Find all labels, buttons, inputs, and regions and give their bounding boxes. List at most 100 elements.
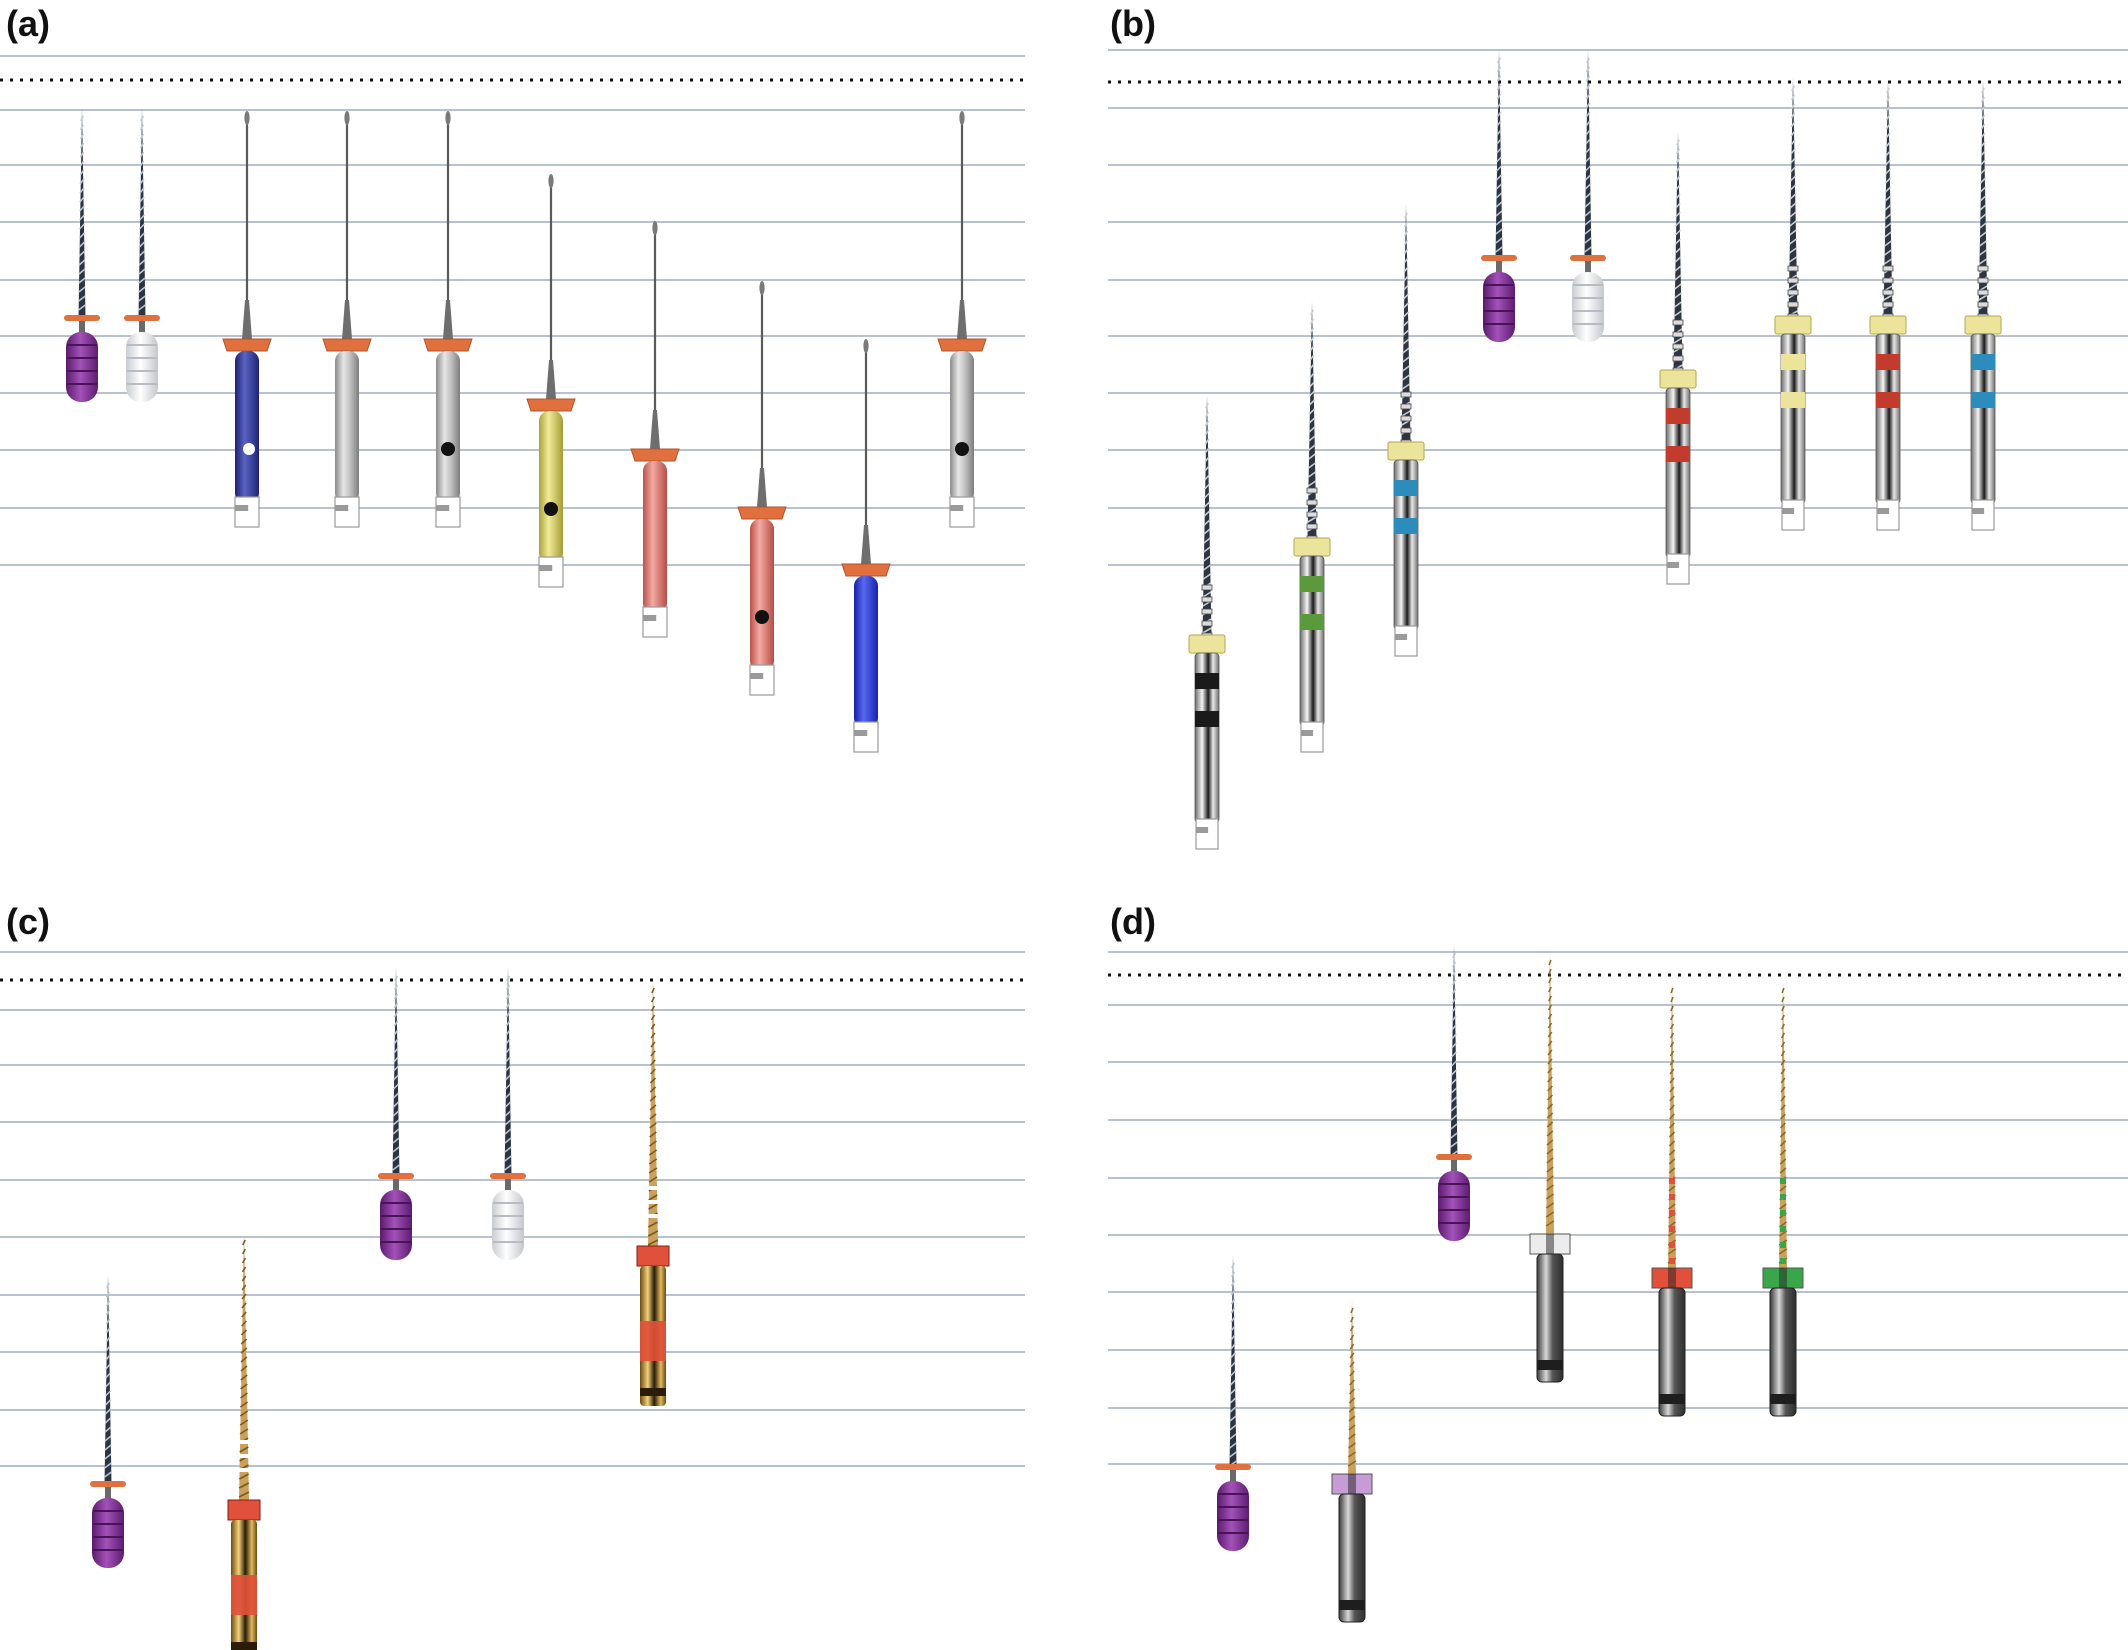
latch-notch bbox=[1196, 827, 1208, 833]
white-handle bbox=[492, 1190, 524, 1260]
engine-file-banded bbox=[1870, 80, 1906, 530]
blade-flute bbox=[1549, 987, 1551, 992]
latch-end bbox=[950, 497, 974, 527]
blade-flute bbox=[1232, 1272, 1234, 1277]
blade-flute bbox=[507, 985, 509, 990]
teal-color-band bbox=[1971, 392, 1995, 408]
purple-handle bbox=[1217, 1481, 1249, 1551]
silicone-ring bbox=[1189, 635, 1225, 653]
panel-label-b: (b) bbox=[1110, 3, 1156, 44]
blade-flute bbox=[1206, 412, 1209, 417]
file-neck bbox=[242, 300, 252, 339]
panel-a: (a) bbox=[0, 3, 1029, 752]
depth-mark bbox=[1883, 302, 1893, 307]
depth-mark bbox=[1401, 392, 1411, 397]
red-color-band bbox=[231, 1575, 257, 1615]
latch-notch bbox=[1770, 1394, 1796, 1404]
depth-mark bbox=[1202, 621, 1212, 626]
blade-flute bbox=[1671, 1024, 1674, 1029]
rubber-stopper bbox=[631, 449, 679, 461]
depth-mark bbox=[1788, 290, 1798, 295]
blade-flute bbox=[1671, 988, 1673, 993]
file-neck bbox=[105, 1487, 111, 1499]
ring-seam bbox=[1668, 1268, 1676, 1288]
engine-file-gold bbox=[637, 980, 669, 1406]
latch-end bbox=[854, 722, 878, 752]
latch-notch bbox=[436, 505, 449, 511]
rubber-stopper bbox=[1436, 1154, 1472, 1160]
latch-end bbox=[1301, 722, 1323, 752]
hand-file bbox=[490, 968, 526, 1260]
hand-file bbox=[1436, 945, 1472, 1241]
file-blade bbox=[505, 968, 512, 1176]
black-dot-marker bbox=[441, 442, 455, 456]
red-color-band bbox=[1876, 392, 1900, 408]
latch-end bbox=[1877, 500, 1899, 530]
blade-flute bbox=[1351, 1326, 1354, 1331]
latch-notch bbox=[539, 565, 552, 571]
rubber-stopper bbox=[490, 1173, 526, 1179]
panel-label-c: (c) bbox=[6, 901, 50, 942]
blade-flute bbox=[1549, 996, 1552, 1001]
depth-mark bbox=[1307, 488, 1317, 493]
blade-flute bbox=[1671, 1015, 1673, 1020]
rubber-stopper bbox=[90, 1481, 126, 1487]
latch-notch bbox=[950, 505, 963, 511]
panel-label-d: (d) bbox=[1110, 901, 1156, 942]
file-neck bbox=[650, 410, 660, 449]
rubber-stopper bbox=[527, 399, 575, 411]
blade-flute bbox=[1498, 58, 1500, 63]
depth-mark bbox=[1669, 1210, 1675, 1216]
endodontic-instruments-figure: (a) (b) (c) (d) bbox=[0, 0, 2128, 1650]
purple-handle bbox=[1438, 1171, 1470, 1241]
red-color-band bbox=[1666, 408, 1690, 424]
engine-file-yellow bbox=[527, 174, 575, 587]
engine-file-dark-blue bbox=[223, 111, 271, 527]
blade-flute bbox=[1311, 319, 1314, 324]
blade-flute bbox=[1982, 88, 1984, 93]
file-blade bbox=[393, 968, 400, 1176]
latch-end bbox=[1196, 819, 1218, 849]
blade-flute bbox=[1498, 67, 1500, 72]
rubber-stopper bbox=[424, 339, 472, 351]
white-dot-marker bbox=[243, 443, 255, 455]
depth-mark bbox=[1978, 290, 1988, 295]
dark-blue-shank bbox=[235, 351, 259, 503]
blade-flute bbox=[1453, 953, 1455, 958]
purple-handle bbox=[1483, 272, 1515, 342]
latch-notch bbox=[1667, 562, 1679, 568]
file-neck bbox=[757, 468, 767, 507]
blade-flute bbox=[1453, 962, 1455, 967]
depth-mark bbox=[1978, 302, 1988, 307]
yellow-color-band bbox=[1781, 392, 1805, 408]
depth-mark bbox=[1307, 512, 1317, 517]
black-color-band bbox=[1195, 711, 1219, 727]
blade-flute bbox=[81, 116, 83, 121]
latch-end bbox=[235, 497, 259, 527]
engine-file-banded bbox=[1660, 132, 1696, 584]
depth-mark bbox=[1401, 428, 1411, 433]
depth-mark bbox=[1669, 1226, 1675, 1232]
depth-mark bbox=[1788, 278, 1798, 283]
engine-file-banded bbox=[1388, 205, 1424, 656]
engine-file-red bbox=[738, 281, 786, 695]
blade-flute bbox=[243, 1240, 245, 1245]
engine-file-banded bbox=[1965, 80, 2001, 530]
teal-color-band bbox=[1394, 518, 1418, 534]
blade-flute bbox=[1677, 149, 1680, 154]
latch-notch bbox=[335, 505, 348, 511]
file-tip bbox=[445, 111, 450, 125]
engine-file-red bbox=[631, 221, 679, 637]
engine-file-steel bbox=[424, 111, 472, 527]
latch-notch bbox=[235, 505, 248, 511]
depth-mark bbox=[1669, 1242, 1675, 1248]
blade-flute bbox=[1792, 95, 1795, 100]
latch-end bbox=[335, 497, 359, 527]
depth-mark bbox=[1780, 1242, 1786, 1248]
latch-notch bbox=[643, 615, 656, 621]
hand-file bbox=[90, 1275, 126, 1568]
hand-file bbox=[1570, 50, 1606, 342]
silicone-ring bbox=[1870, 316, 1906, 334]
depth-mark bbox=[238, 1440, 250, 1444]
engine-file-banded bbox=[1294, 302, 1330, 752]
